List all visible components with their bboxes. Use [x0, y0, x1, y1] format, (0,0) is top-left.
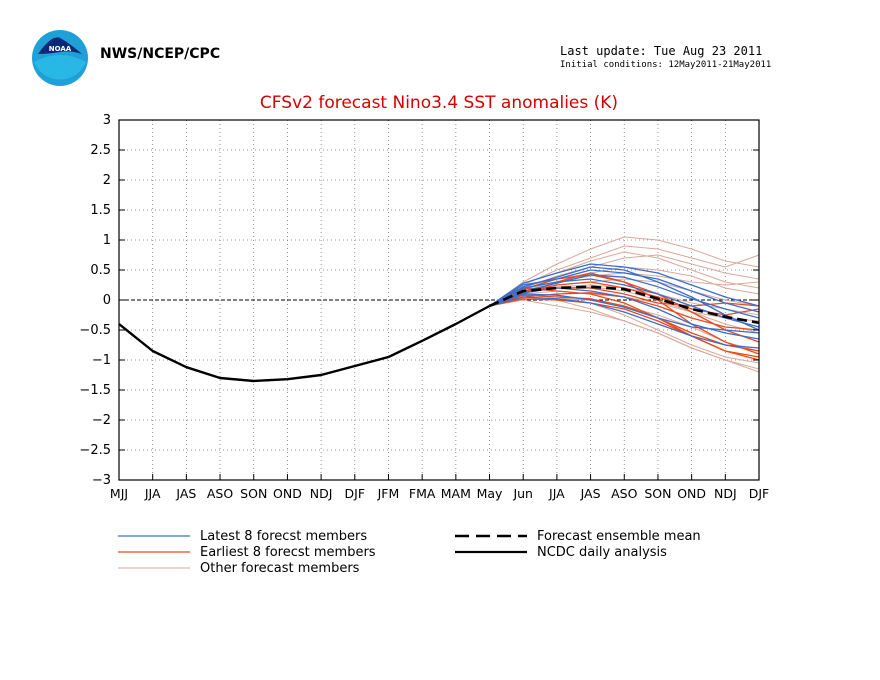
ensemble-mean-line — [488, 285, 760, 325]
x-tick-label: ASO — [611, 486, 637, 501]
x-tick-label: DJF — [749, 486, 770, 501]
y-tick-label: 1 — [103, 233, 111, 248]
logo-lower-band — [34, 55, 86, 80]
x-tick-label: SON — [240, 486, 267, 501]
y-tick-label: 2 — [103, 173, 111, 188]
chart-title: CFSv2 forecast Nino3.4 SST anomalies (K) — [260, 93, 618, 113]
agency-label: NWS/NCEP/CPC — [100, 46, 221, 62]
y-tick-label: 1.5 — [90, 203, 111, 218]
forecast-member-other — [489, 236, 760, 307]
y-tick-label: 3 — [103, 113, 111, 128]
x-tick-label: MAM — [441, 486, 471, 501]
x-tick-label: DJF — [345, 486, 366, 501]
last-update-label: Last update: Tue Aug 23 2011 — [560, 44, 763, 58]
forecast-member-latest — [489, 269, 760, 313]
x-tick-label: OND — [273, 486, 302, 501]
x-tick-label: JAS — [175, 486, 196, 501]
y-tick-label: −0.5 — [79, 323, 111, 338]
x-tick-label: Jun — [512, 486, 533, 501]
forecast-member-latest — [489, 293, 760, 334]
x-tick-label: JJA — [548, 486, 565, 501]
x-tick-label: JFM — [377, 486, 400, 501]
x-tick-label: JAS — [580, 486, 601, 501]
x-tick-label: May — [477, 486, 503, 501]
x-tick-label: JJA — [144, 486, 161, 501]
forecast-member-latest — [489, 263, 760, 307]
logo-text: NOAA — [49, 45, 72, 53]
forecast-member-earliest — [489, 298, 760, 361]
y-tick-label: 2.5 — [90, 143, 111, 158]
y-tick-label: −1.5 — [79, 383, 111, 398]
legend-label: Forecast ensemble mean — [537, 529, 701, 544]
x-tick-label: ASO — [207, 486, 233, 501]
initial-conditions-label: Initial conditions: 12May2011-21May2011 — [560, 60, 772, 70]
legend-label: NCDC daily analysis — [537, 545, 667, 560]
x-tick-label: NDJ — [714, 486, 737, 501]
forecast-member-other — [489, 299, 760, 373]
logo-bird-shape — [38, 37, 82, 54]
legend-label: Earliest 8 forecst members — [200, 545, 376, 560]
x-tick-label: FMA — [409, 486, 436, 501]
grid-lines — [119, 120, 759, 480]
y-tick-label: −3 — [92, 473, 111, 488]
series-lines — [118, 236, 760, 383]
forecast-member-latest — [489, 274, 760, 319]
noaa-logo: NOAA — [32, 30, 88, 86]
y-tick-label: −2 — [92, 413, 111, 428]
x-tick-label: SON — [644, 486, 671, 501]
y-tick-label: 0 — [103, 293, 111, 308]
x-tick-label: OND — [677, 486, 706, 501]
forecast-member-earliest — [489, 294, 760, 352]
forecast-member-latest — [489, 296, 760, 349]
x-tick-label: NDJ — [310, 486, 333, 501]
legend-label: Latest 8 forecst members — [200, 529, 367, 544]
y-tick-label: −2.5 — [79, 443, 111, 458]
legend-label: Other forecast members — [200, 561, 360, 576]
ncdc-analysis-line — [118, 304, 491, 383]
x-tick-label: MJJ — [110, 486, 128, 501]
y-tick-label: −1 — [92, 353, 111, 368]
y-tick-label: 0.5 — [90, 263, 111, 278]
